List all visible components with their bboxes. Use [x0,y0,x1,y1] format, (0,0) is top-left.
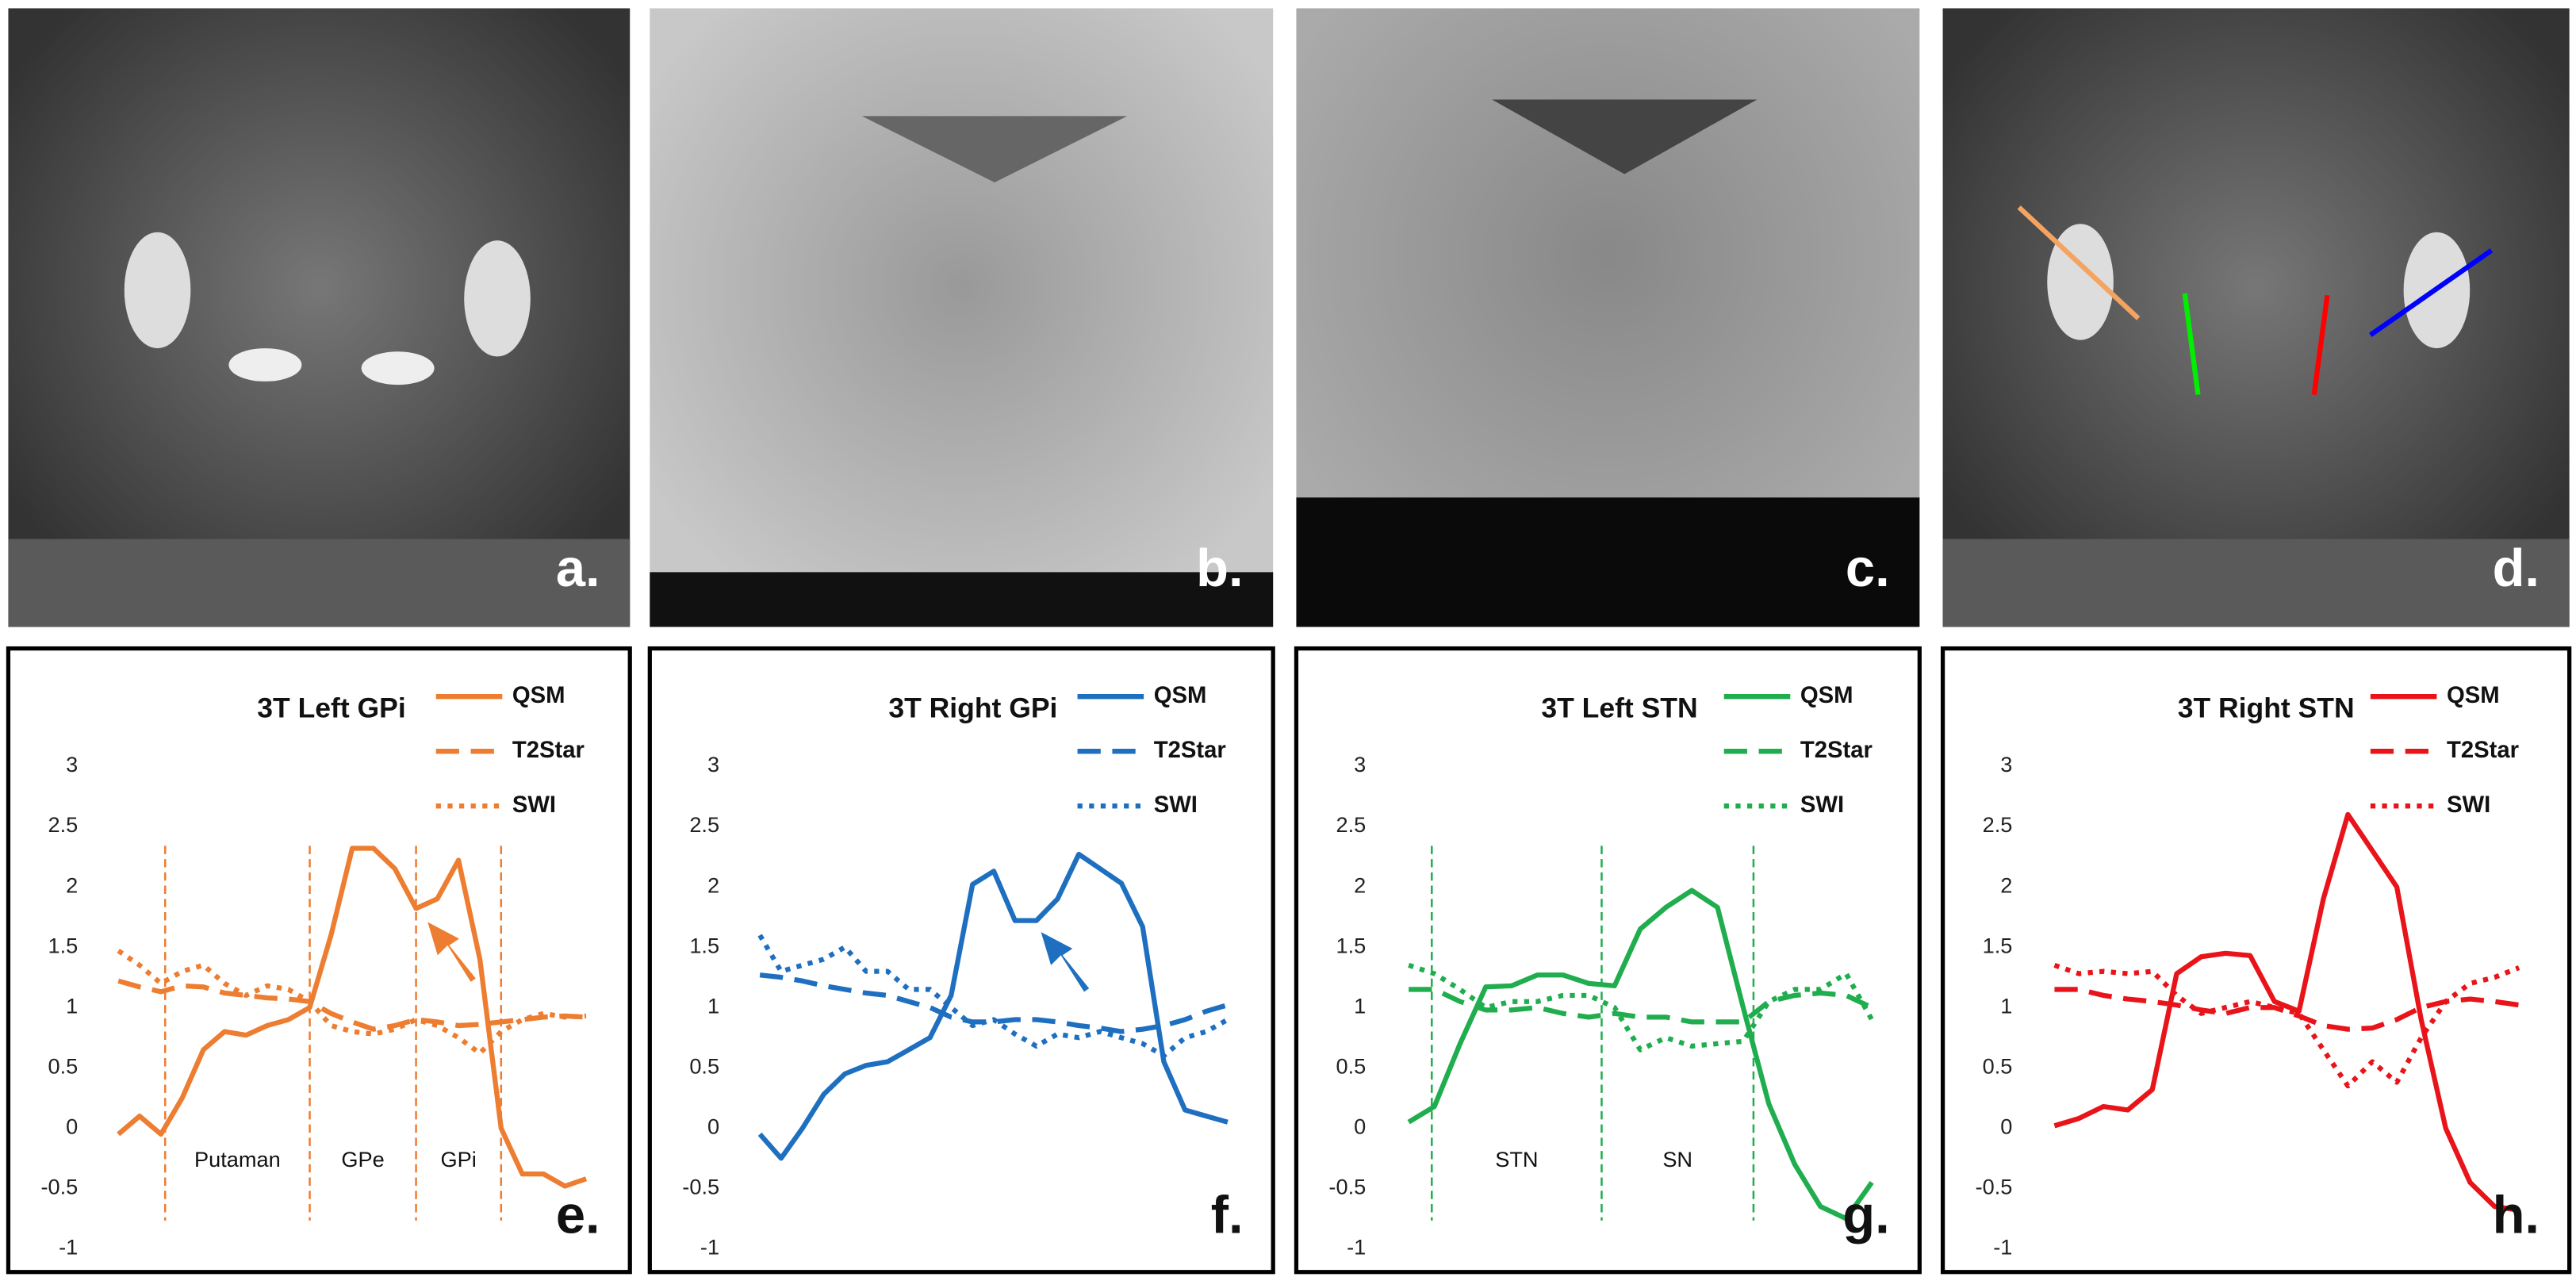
y-tick-label: 3 [2000,752,2012,777]
series-line [117,949,587,1056]
y-tick-label: 0.5 [1336,1053,1366,1078]
y-tick-label: -1 [1347,1235,1366,1260]
y-tick-label: 2.5 [1983,812,2013,837]
chart-frame [6,646,632,1275]
y-tick-label: 1 [66,993,78,1018]
mri-panel-d [1942,8,2570,627]
series-line [759,972,1229,1034]
y-tick-label: 3 [66,752,78,777]
y-tick-label: 1.5 [48,933,78,957]
chart-title: 3T Right GPi [888,692,1057,723]
panel-label: f. [1211,1185,1244,1244]
y-tick-label: 0.5 [689,1053,719,1078]
chart-frame [1940,646,2572,1275]
y-tick-label: 0 [2000,1114,2012,1139]
y-tick-label: 1.5 [689,933,719,957]
mri-panel-c [1296,8,1920,627]
series-line [2054,987,2520,1032]
series-line [117,978,587,1032]
y-tick-label: 2 [66,872,78,897]
y-tick-label: 1 [707,993,719,1018]
legend-label: SWI [1154,792,1198,818]
series-line [2053,962,2520,1089]
chart-title: 3T Right STN [2178,692,2355,723]
legend-label: T2Star [2447,738,2519,763]
chart-title: 3T Left GPi [257,692,405,723]
y-tick-label: 2 [2000,872,2012,897]
series-line [757,851,1229,1161]
y-tick-label: 2.5 [48,812,78,837]
y-tick-label: 3 [707,752,719,777]
series-line [117,846,588,1189]
legend-label: QSM [512,683,565,708]
legend-label: T2Star [512,738,585,763]
legend-label: T2Star [1154,738,1226,763]
panel-label: g. [1842,1185,1889,1244]
region-label: Putaman [194,1147,281,1172]
panel-label: e. [556,1185,600,1244]
mri-panel-a [8,8,631,627]
series-line [1408,962,1874,1053]
series-line [2053,811,2520,1213]
chart-frame [647,646,1275,1275]
y-tick-label: -0.5 [1976,1175,2013,1199]
region-label: SN [1662,1147,1692,1172]
image-label: a. [556,539,600,598]
y-tick-label: -1 [1993,1235,2012,1260]
y-tick-label: 2.5 [1336,812,1366,837]
legend-label: T2Star [1800,738,1873,763]
y-tick-label: -0.5 [40,1175,78,1199]
legend-label: QSM [2447,683,2500,708]
y-tick-label: 3 [1354,752,1366,777]
mri-panel-b [650,8,1274,627]
y-tick-label: 1.5 [1336,933,1366,957]
y-tick-label: 0.5 [48,1053,78,1078]
legend-label: QSM [1154,683,1207,708]
series-line [1409,987,1873,1025]
y-tick-label: 2 [707,872,719,897]
y-tick-label: 0 [66,1114,78,1139]
y-tick-label: 0 [1354,1114,1366,1139]
region-label: GPe [341,1147,384,1172]
arrow [427,922,476,982]
legend-label: SWI [2447,792,2490,818]
region-label: STN [1495,1147,1538,1172]
y-tick-label: 0.5 [1983,1053,2013,1078]
y-tick-label: 2 [1354,872,1366,897]
legend-label: QSM [1800,683,1853,708]
panel-label: h. [2493,1185,2540,1244]
y-tick-label: -0.5 [1328,1175,1366,1199]
chart-title: 3T Left STN [1541,692,1697,723]
series-line [1407,888,1874,1221]
y-tick-label: -1 [59,1235,78,1260]
y-tick-label: 1 [1354,993,1366,1018]
chart-frame [1294,646,1922,1275]
arrow [1041,932,1090,992]
image-label: d. [2493,539,2540,598]
series-line [757,934,1229,1059]
legend-label: SWI [1800,792,1844,818]
region-label: GPi [441,1147,477,1172]
y-tick-label: 0 [707,1114,719,1139]
image-label: c. [1846,539,1890,598]
y-tick-label: 1.5 [1983,933,2013,957]
y-tick-label: 1 [2000,993,2012,1018]
legend-label: SWI [512,792,556,818]
image-label: b. [1196,539,1243,598]
y-tick-label: 2.5 [689,812,719,837]
y-tick-label: -1 [700,1235,719,1260]
y-tick-label: -0.5 [682,1175,719,1199]
